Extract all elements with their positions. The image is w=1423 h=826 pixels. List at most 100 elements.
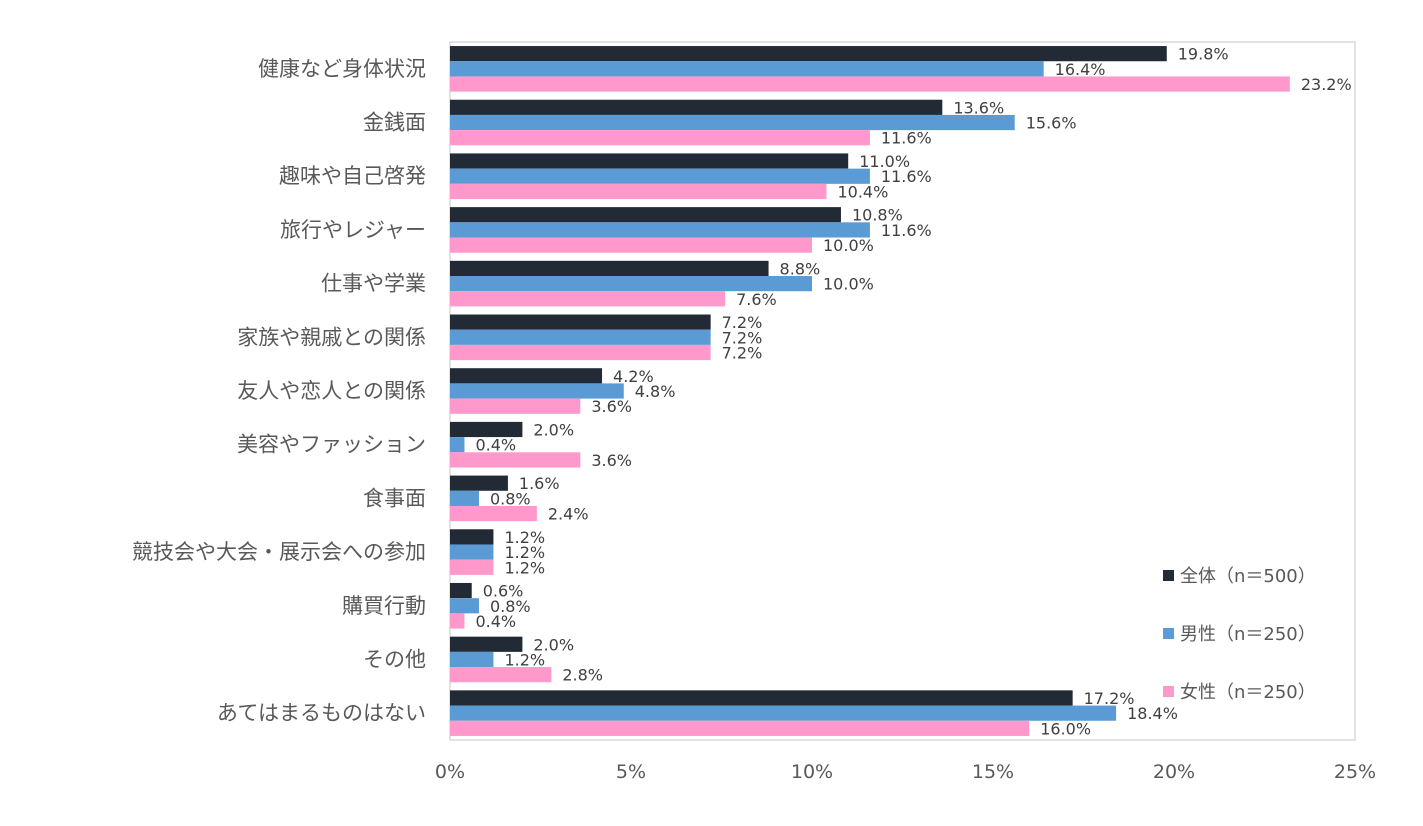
legend-swatch <box>1163 570 1174 581</box>
bar <box>450 344 711 361</box>
bar <box>450 651 494 668</box>
bar <box>450 46 1167 62</box>
data-label: 3.6% <box>591 451 632 470</box>
data-label: 19.8% <box>1178 45 1229 64</box>
category-label: 購買行動 <box>342 594 426 618</box>
data-label: 11.6% <box>881 221 932 240</box>
x-tick-label: 5% <box>616 761 646 783</box>
bar <box>450 690 1073 706</box>
x-tick-label: 15% <box>972 761 1014 783</box>
data-label: 7.2% <box>722 313 763 332</box>
bar <box>450 314 711 330</box>
data-label: 7.2% <box>722 344 763 363</box>
bar <box>450 398 581 414</box>
category-label: 趣味や自己啓発 <box>279 164 426 188</box>
legend-swatch <box>1163 686 1174 697</box>
bar <box>450 705 1117 721</box>
data-label: 4.8% <box>635 382 676 401</box>
bar <box>450 114 1015 131</box>
bar <box>450 529 494 545</box>
data-label: 7.6% <box>736 290 777 309</box>
data-label: 15.6% <box>1026 114 1077 133</box>
category-label: 美容やファッション <box>237 433 426 457</box>
data-label: 16.0% <box>1040 719 1091 738</box>
category-label: その他 <box>363 647 426 671</box>
data-label: 7.2% <box>722 328 763 347</box>
data-label: 11.0% <box>859 152 910 171</box>
x-tick-label: 10% <box>791 761 833 783</box>
data-label: 2.0% <box>533 420 574 439</box>
data-label: 0.4% <box>475 612 516 631</box>
bar <box>450 544 494 560</box>
bar <box>450 76 1290 92</box>
data-label: 10.8% <box>852 206 903 225</box>
bar <box>450 667 552 683</box>
x-tick-label: 20% <box>1153 761 1195 783</box>
legend-swatch <box>1163 628 1174 639</box>
bar <box>450 207 841 223</box>
data-label: 10.4% <box>837 182 888 201</box>
bar <box>450 329 711 345</box>
bar <box>450 153 849 169</box>
category-label: 家族や親戚との関係 <box>237 325 426 349</box>
bar <box>450 168 870 184</box>
bar <box>450 490 479 506</box>
bar <box>450 260 769 277</box>
data-label: 16.4% <box>1055 60 1106 79</box>
bar <box>450 559 494 575</box>
bar <box>450 582 472 599</box>
category-label: 金銭面 <box>363 111 426 135</box>
category-label: 旅行やレジャー <box>280 218 426 242</box>
bar <box>450 421 523 438</box>
data-label: 0.4% <box>475 436 516 455</box>
data-label: 11.6% <box>881 129 932 148</box>
data-label: 10.0% <box>823 236 874 255</box>
bar <box>450 505 537 522</box>
data-label: 2.0% <box>533 635 574 654</box>
bar <box>450 452 581 468</box>
bar <box>450 720 1030 736</box>
bar <box>450 130 870 146</box>
bar <box>450 437 465 453</box>
data-label: 1.2% <box>504 543 545 562</box>
x-tick-label: 0% <box>435 761 465 783</box>
data-label: 1.6% <box>519 474 560 493</box>
bar <box>450 613 465 629</box>
data-label: 4.2% <box>613 367 654 386</box>
category-label: 競技会や大会・展示会への参加 <box>132 540 426 564</box>
data-label: 10.0% <box>823 275 874 294</box>
category-label: 仕事や学業 <box>321 272 426 296</box>
data-label: 0.8% <box>490 489 531 508</box>
data-label: 0.8% <box>490 597 531 616</box>
legend-label: 男性（n＝250） <box>1180 624 1316 645</box>
bar <box>450 276 812 292</box>
data-label: 13.6% <box>953 98 1004 117</box>
category-label: あてはまるものはない <box>217 701 426 725</box>
data-label: 3.6% <box>591 397 632 416</box>
data-label: 11.6% <box>881 167 932 186</box>
data-label: 0.6% <box>483 582 524 601</box>
data-label: 23.2% <box>1301 75 1352 94</box>
data-label: 8.8% <box>780 259 821 278</box>
bar <box>450 291 726 307</box>
legend-label: 全体（n＝500） <box>1180 566 1316 587</box>
category-label: 友人や恋人との関係 <box>237 379 426 403</box>
data-label: 2.4% <box>548 505 589 524</box>
bar <box>450 237 812 253</box>
data-label: 18.4% <box>1127 704 1178 723</box>
bar <box>450 222 870 238</box>
bar <box>450 598 479 614</box>
bar <box>450 475 508 491</box>
category-label: 健康など身体状況 <box>258 57 426 81</box>
data-label: 2.8% <box>562 666 603 685</box>
bar <box>450 61 1044 77</box>
bar <box>450 183 827 200</box>
data-label: 1.2% <box>504 650 545 669</box>
bar <box>450 383 624 399</box>
data-label: 1.2% <box>504 558 545 577</box>
bar <box>450 99 943 115</box>
category-label: 食事面 <box>363 486 426 510</box>
bar <box>450 636 523 652</box>
data-label: 1.2% <box>504 528 545 547</box>
